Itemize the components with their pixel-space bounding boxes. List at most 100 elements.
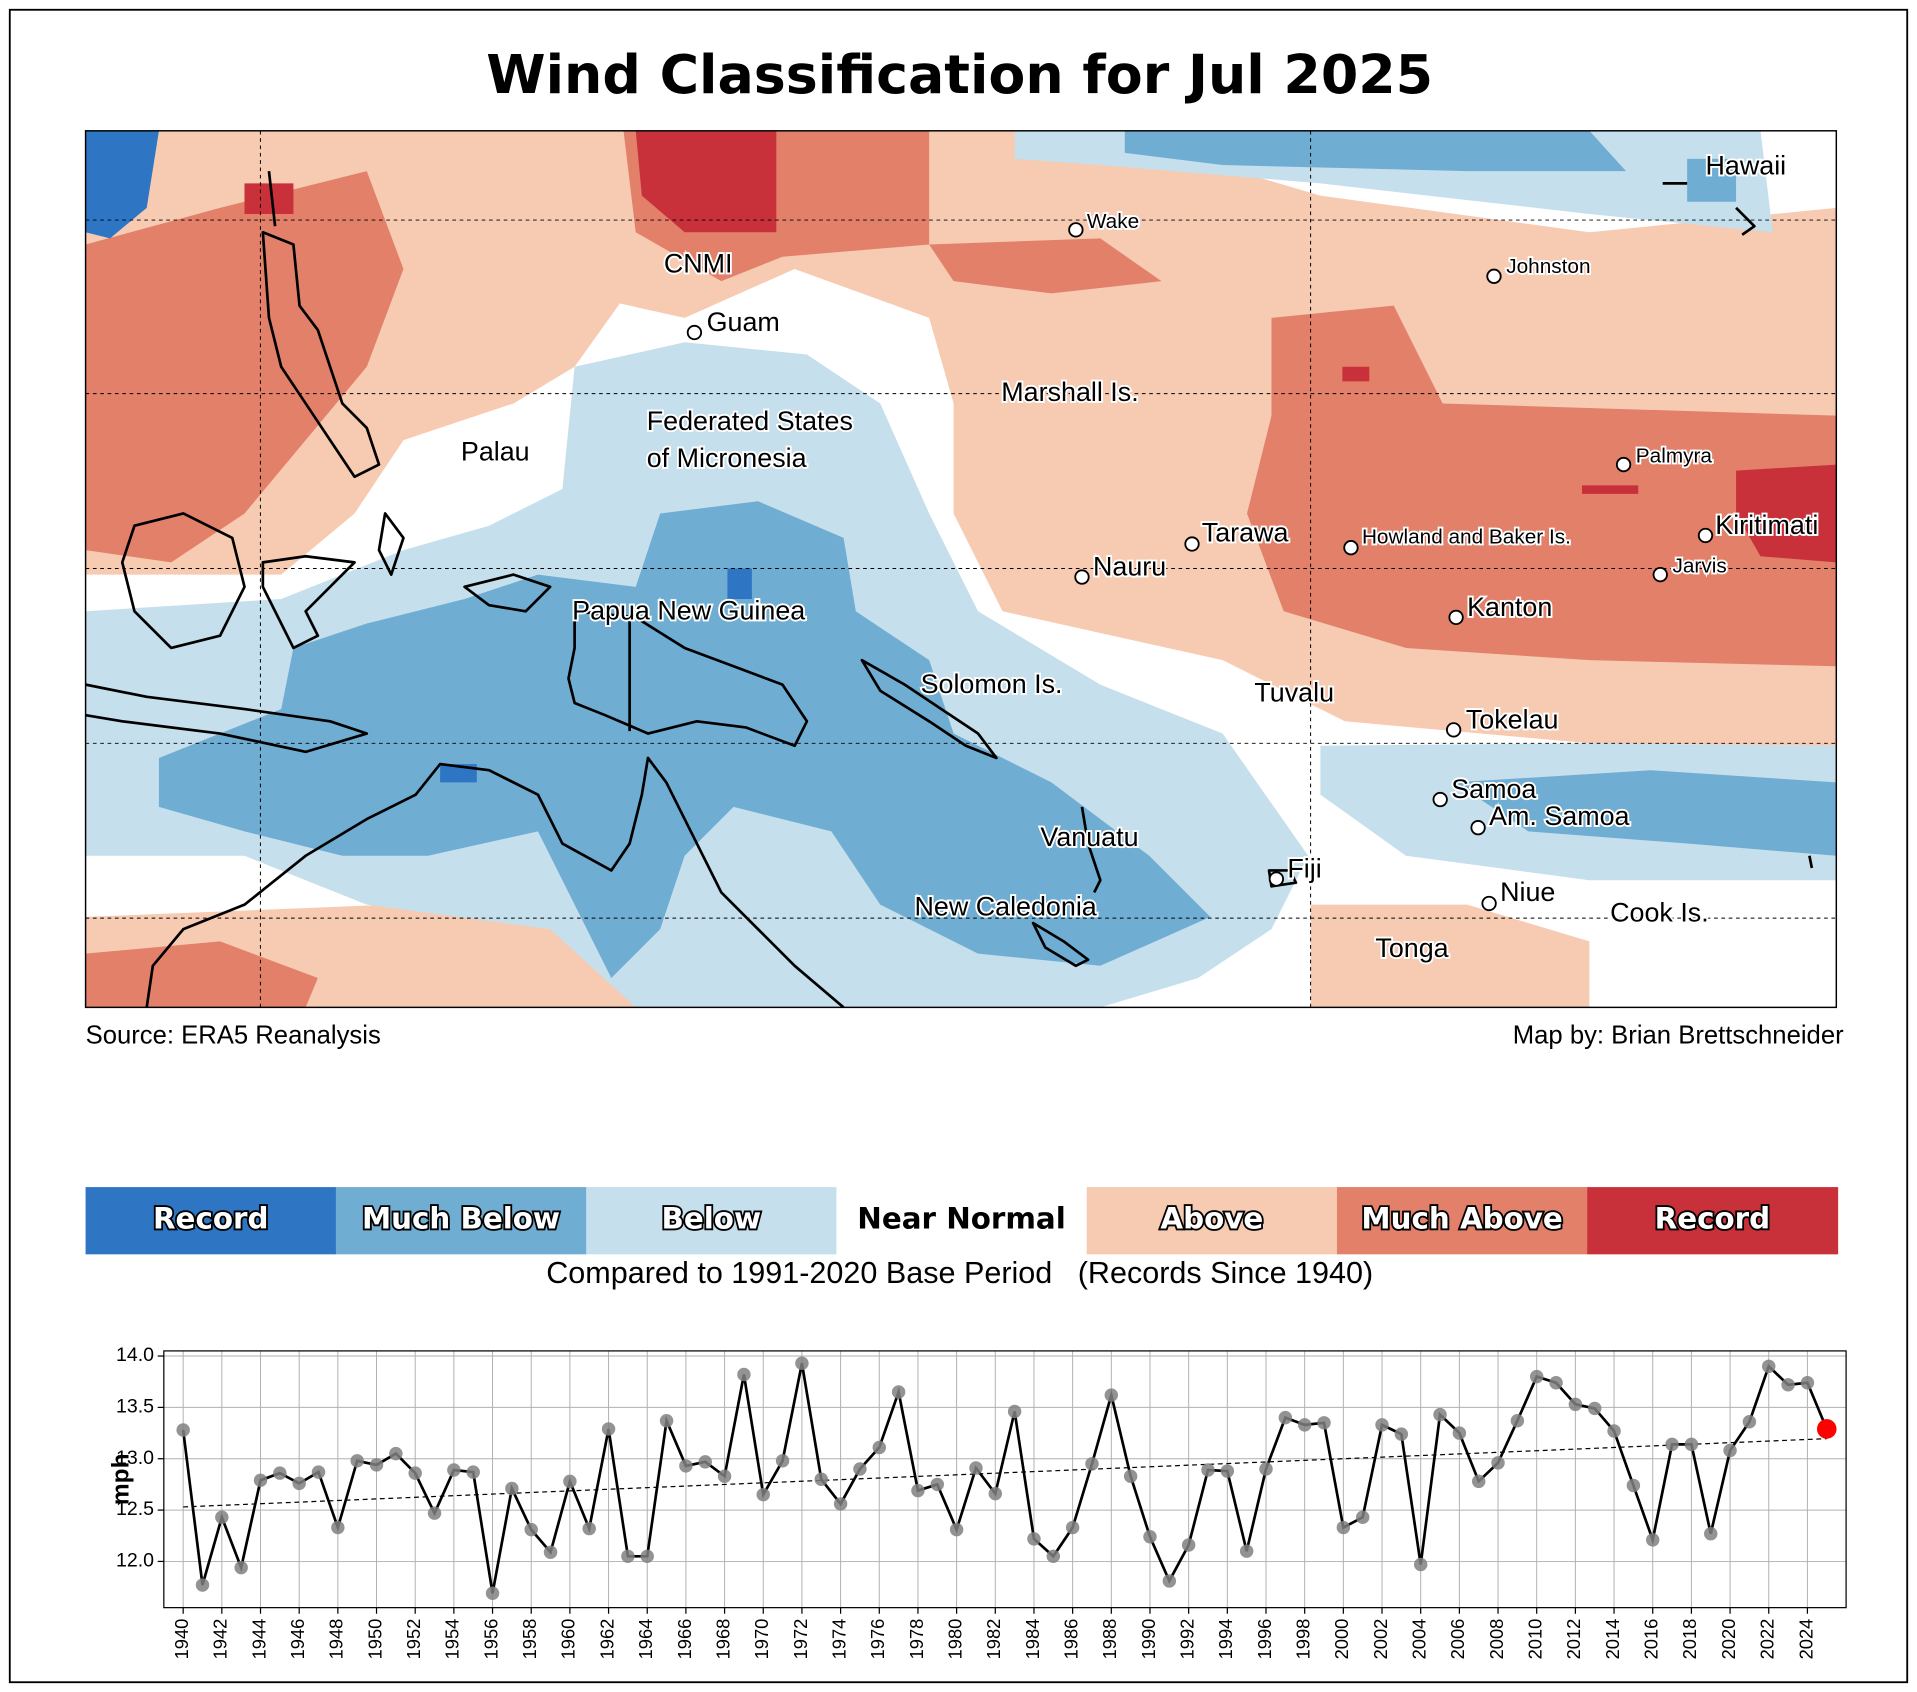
legend: Record Much Below Below Near Normal Above Muc…	[85, 1187, 1839, 1255]
legend-label: Below	[662, 1202, 762, 1236]
data-point	[1491, 1456, 1505, 1470]
data-point	[1723, 1443, 1737, 1458]
legend-swatch	[586, 1187, 838, 1255]
data-point	[1607, 1424, 1621, 1438]
x-tick-label: 2020	[1718, 1619, 1739, 1660]
data-point	[1510, 1414, 1525, 1428]
data-point	[1394, 1427, 1409, 1441]
data-point	[1201, 1463, 1215, 1477]
data-point	[1781, 1378, 1795, 1392]
data-point	[1549, 1376, 1563, 1390]
data-point	[698, 1455, 712, 1469]
x-tick-label: 1952	[403, 1619, 424, 1660]
x-tick-label: 1972	[790, 1619, 811, 1660]
data-point	[891, 1385, 906, 1399]
x-tick-label: 1974	[828, 1619, 849, 1660]
x-tick-label: 1956	[480, 1619, 501, 1660]
x-tick-label: 2004	[1409, 1619, 1430, 1660]
map-label: Howland and Baker Is.	[1362, 525, 1571, 548]
x-tick-label: 1944	[248, 1619, 269, 1660]
highlight-point	[1816, 1419, 1837, 1439]
data-point	[949, 1522, 964, 1537]
data-point	[775, 1454, 790, 1468]
data-point	[930, 1477, 945, 1492]
map-label: Tokelau	[1466, 704, 1559, 734]
x-tick-label: 1946	[287, 1619, 308, 1660]
data-point	[795, 1356, 809, 1370]
x-tick-label: 1990	[1138, 1619, 1159, 1660]
data-point	[1046, 1549, 1061, 1564]
data-point	[1181, 1538, 1196, 1552]
source: Source: ERA5 Reanalysis	[86, 1021, 381, 1049]
data-point	[1375, 1418, 1389, 1432]
x-tick-label: 1962	[596, 1619, 617, 1660]
legend-swatch	[1336, 1187, 1588, 1255]
data-point	[466, 1465, 480, 1479]
x-tick-label: 1942	[210, 1619, 231, 1660]
y-tick-label: 13.5	[116, 1396, 154, 1418]
x-tick-label: 1992	[1176, 1619, 1197, 1660]
map-label: Kiritimati	[1715, 510, 1818, 540]
x-tick-label: 1950	[364, 1619, 385, 1660]
data-point	[814, 1472, 828, 1487]
map-label: Tuvalu	[1254, 678, 1334, 708]
data-point	[756, 1487, 770, 1502]
data-point	[853, 1462, 867, 1476]
data-point	[621, 1549, 635, 1564]
map-label: New Caledonia	[914, 891, 1096, 921]
data-point	[659, 1414, 674, 1428]
x-tick-label: 2016	[1641, 1619, 1662, 1660]
legend-swatch	[836, 1187, 1088, 1255]
map-label: Marshall Is.	[1001, 377, 1138, 407]
data-point	[1065, 1520, 1080, 1535]
data-point	[427, 1506, 442, 1520]
map-label: Jarvis	[1672, 555, 1726, 578]
data-point	[1665, 1437, 1679, 1452]
x-tick-label: 1998	[1293, 1619, 1314, 1660]
data-point	[717, 1469, 732, 1483]
map-label: Tonga	[1375, 933, 1448, 963]
legend-label: Near Normal	[857, 1202, 1065, 1236]
x-tick-label: 1948	[326, 1619, 347, 1660]
map-label: of Micronesia	[647, 443, 807, 473]
x-tick-label: 1968	[712, 1619, 733, 1660]
y-tick-label: 12.0	[116, 1550, 154, 1572]
data-point	[1162, 1574, 1177, 1588]
data-point	[311, 1465, 326, 1479]
line-chart: 1940 1942 1944 1946 1948 1950 1952 1954 1956 1958…	[108, 1344, 1847, 1660]
data-point	[1220, 1464, 1235, 1478]
data-point	[1568, 1397, 1583, 1412]
legend-swatch	[1587, 1187, 1839, 1255]
data-point	[1800, 1376, 1815, 1390]
x-tick-label: 2012	[1563, 1619, 1584, 1660]
data-point	[369, 1458, 384, 1472]
x-tick-label: 2008	[1486, 1619, 1507, 1660]
x-tick-label: 1964	[635, 1619, 656, 1660]
data-point	[833, 1497, 848, 1511]
data-point	[1452, 1426, 1467, 1440]
data-point	[1278, 1410, 1293, 1425]
map-label: Papua New Guinea	[572, 596, 805, 626]
map-label: Nauru	[1093, 552, 1166, 582]
x-tick-label: 2002	[1370, 1619, 1391, 1660]
map: Hawaii Wake Johnston CNMI Guam Marshall …	[84, 130, 1838, 1009]
data-point	[447, 1463, 461, 1477]
data-point	[1529, 1369, 1544, 1384]
data-point	[1239, 1544, 1254, 1558]
data-point	[1433, 1407, 1447, 1422]
x-tick-label: 1996	[1254, 1619, 1275, 1660]
credit: Map by: Brian Brettschneider	[1513, 1021, 1844, 1049]
x-tick-label: 1978	[906, 1619, 927, 1660]
data-point	[911, 1483, 925, 1498]
map-label: Guam	[707, 307, 780, 337]
data-point	[563, 1474, 577, 1489]
data-point	[1355, 1510, 1370, 1524]
data-point	[1742, 1415, 1757, 1429]
data-point	[234, 1560, 248, 1575]
data-point	[969, 1461, 983, 1475]
x-tick-label: 2000	[1331, 1619, 1352, 1660]
data-point	[1317, 1416, 1331, 1430]
data-point	[253, 1473, 268, 1488]
data-point	[389, 1446, 403, 1461]
x-tick-label: 2006	[1447, 1619, 1468, 1660]
